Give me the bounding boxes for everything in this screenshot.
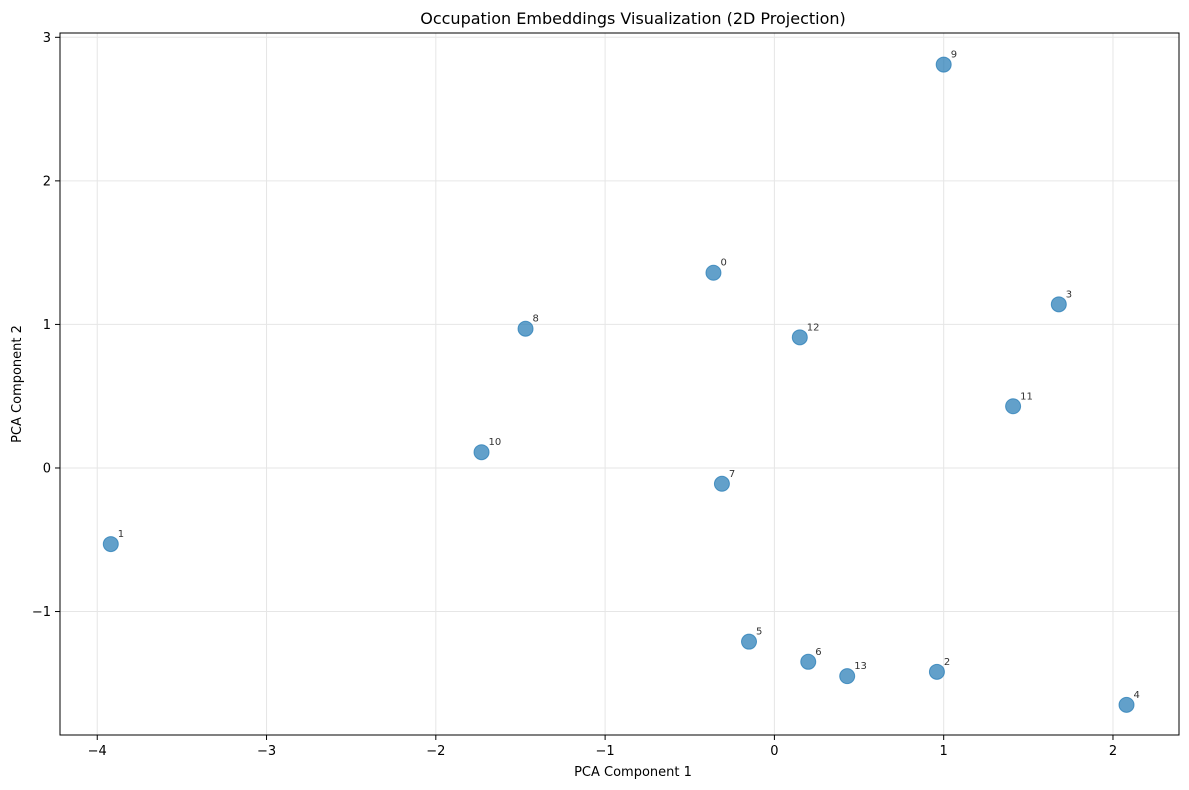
data-point: [102, 536, 119, 553]
data-point: [517, 320, 534, 337]
data-point-group: 9: [935, 50, 957, 73]
point-label: 9: [951, 50, 957, 61]
point-label: 5: [756, 627, 762, 638]
data-point: [713, 475, 730, 492]
data-point-group: 7: [713, 469, 735, 492]
data-point-group: 5: [741, 627, 762, 650]
x-tick-label: −3: [257, 744, 276, 759]
point-label: 11: [1020, 391, 1033, 402]
point-label: 4: [1134, 690, 1140, 701]
data-point: [839, 668, 856, 685]
data-point-group: 13: [839, 661, 867, 685]
data-point: [1118, 696, 1135, 713]
point-label: 0: [720, 258, 726, 269]
point-label: 12: [807, 322, 820, 333]
data-point-group: 4: [1118, 690, 1140, 713]
y-tick-label: −1: [32, 605, 51, 620]
data-point-group: 3: [1050, 289, 1072, 313]
plot-frame: [59, 32, 1180, 736]
x-tick-label: −4: [88, 744, 107, 759]
point-label: 2: [944, 657, 950, 668]
data-point-group: 2: [928, 657, 950, 680]
data-point: [1005, 398, 1022, 415]
x-tick-label: 0: [770, 744, 778, 759]
data-point-group: 12: [791, 322, 820, 346]
point-label: 10: [489, 437, 502, 448]
data-point: [473, 444, 490, 461]
x-tick-label: −2: [426, 744, 445, 759]
data-point: [1050, 296, 1067, 313]
y-tick-label: 2: [43, 174, 51, 189]
y-tick-label: 3: [43, 31, 51, 46]
data-point-group: 11: [1005, 391, 1033, 415]
point-label: 3: [1066, 289, 1072, 300]
data-point: [928, 663, 945, 680]
point-label: 13: [854, 661, 867, 672]
point-label: 7: [729, 469, 735, 480]
data-point-group: 6: [800, 647, 822, 670]
data-point: [741, 633, 758, 650]
x-tick-label: −1: [596, 744, 615, 759]
chart-title: Occupation Embeddings Visualization (2D …: [420, 9, 846, 28]
data-point: [935, 56, 952, 73]
x-axis-label: PCA Component 1: [574, 765, 692, 780]
grid: [60, 33, 1179, 735]
data-point: [791, 329, 808, 346]
data-point-group: 0: [705, 258, 727, 281]
y-tick-label: 0: [43, 461, 51, 476]
x-tick-label: 1: [940, 744, 948, 759]
data-point-group: 10: [473, 437, 502, 461]
y-axis-label: PCA Component 2: [10, 325, 25, 443]
point-label: 6: [815, 647, 821, 658]
data-point-group: 1: [102, 529, 124, 553]
data-point-group: 8: [517, 314, 539, 337]
y-tick-label: 1: [43, 318, 51, 333]
data-point: [800, 653, 817, 670]
point-label: 8: [533, 314, 539, 325]
data-point: [705, 264, 722, 281]
point-label: 1: [118, 529, 124, 540]
x-tick-label: 2: [1109, 744, 1117, 759]
